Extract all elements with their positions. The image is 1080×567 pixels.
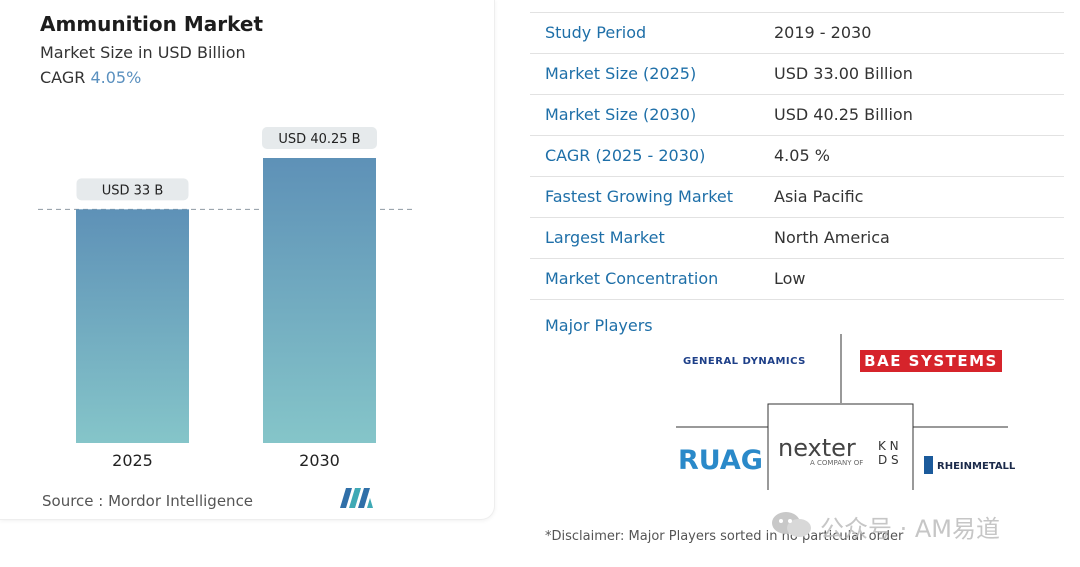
data-label-bg <box>76 178 189 201</box>
rheinmetall-mark-icon <box>924 456 933 474</box>
stat-row: Fastest Growing Market Asia Pacific <box>530 177 1064 218</box>
stat-row: Market Size (2025) USD 33.00 Billion <box>530 54 1064 95</box>
source-text: Source : Mordor Intelligence <box>42 492 254 510</box>
stat-value: North America <box>774 228 890 247</box>
stats-table: Study Period 2019 - 2030 Market Size (2025… <box>530 12 1064 300</box>
chart-subtitle: Market Size in USD Billion <box>40 43 246 62</box>
mordor-logo-icon <box>340 488 373 508</box>
disclaimer-text: *Disclaimer: Major Players sorted in no … <box>545 529 904 544</box>
stat-label: Study Period <box>545 23 647 42</box>
knds-logo: K N D S <box>878 439 899 467</box>
stat-row: Largest Market North America <box>530 218 1064 259</box>
ruag-logo: RUAG <box>678 445 763 476</box>
nexter-logo: nexter <box>778 434 856 462</box>
bar-2030 <box>263 158 376 443</box>
stat-label: Market Size (2025) <box>545 64 697 83</box>
chart-title: Ammunition Market <box>40 12 263 36</box>
bar-2025 <box>76 209 189 443</box>
x-tick-label: 2030 <box>299 451 340 470</box>
stat-value: Asia Pacific <box>774 187 864 206</box>
rheinmetall-logo: RHEINMETALL <box>937 461 1016 472</box>
stat-label: Market Concentration <box>545 269 719 288</box>
data-label-bg <box>262 127 377 149</box>
wechat-icon <box>772 512 811 537</box>
stat-row: Market Concentration Low <box>530 259 1064 300</box>
stat-value: 4.05 % <box>774 146 830 165</box>
stat-label: Market Size (2030) <box>545 105 697 124</box>
stat-value: 2019 - 2030 <box>774 23 872 42</box>
watermark-text: 公众号 · AM易道 <box>820 515 1001 543</box>
bar-chart: USD 33 B 2025 USD 40.25 B 2030 <box>38 127 416 470</box>
stat-row: Market Size (2030) USD 40.25 Billion <box>530 95 1064 136</box>
stat-row: CAGR (2025 - 2030) 4.05 % <box>530 136 1064 177</box>
data-label: USD 40.25 B <box>278 132 360 147</box>
stat-value: USD 40.25 Billion <box>774 105 913 124</box>
cagr-value: 4.05% <box>90 68 142 87</box>
stat-label: Fastest Growing Market <box>545 187 734 206</box>
x-tick-label: 2025 <box>112 451 153 470</box>
cagr-line: CAGR 4.05% <box>40 68 141 87</box>
nexter-subtitle: A COMPANY OF <box>810 459 864 467</box>
cagr-label: CAGR <box>40 68 86 87</box>
stat-row: Study Period 2019 - 2030 <box>530 12 1064 54</box>
bae-systems-logo: BAE SYSTEMS <box>860 350 1002 372</box>
data-label: USD 33 B <box>102 183 164 198</box>
stat-label: Largest Market <box>545 228 665 247</box>
general-dynamics-logo: GENERAL DYNAMICS <box>683 356 806 367</box>
stat-label: CAGR (2025 - 2030) <box>545 146 706 165</box>
stat-value: Low <box>774 269 806 288</box>
major-players-label: Major Players <box>545 316 653 335</box>
stat-value: USD 33.00 Billion <box>774 64 913 83</box>
